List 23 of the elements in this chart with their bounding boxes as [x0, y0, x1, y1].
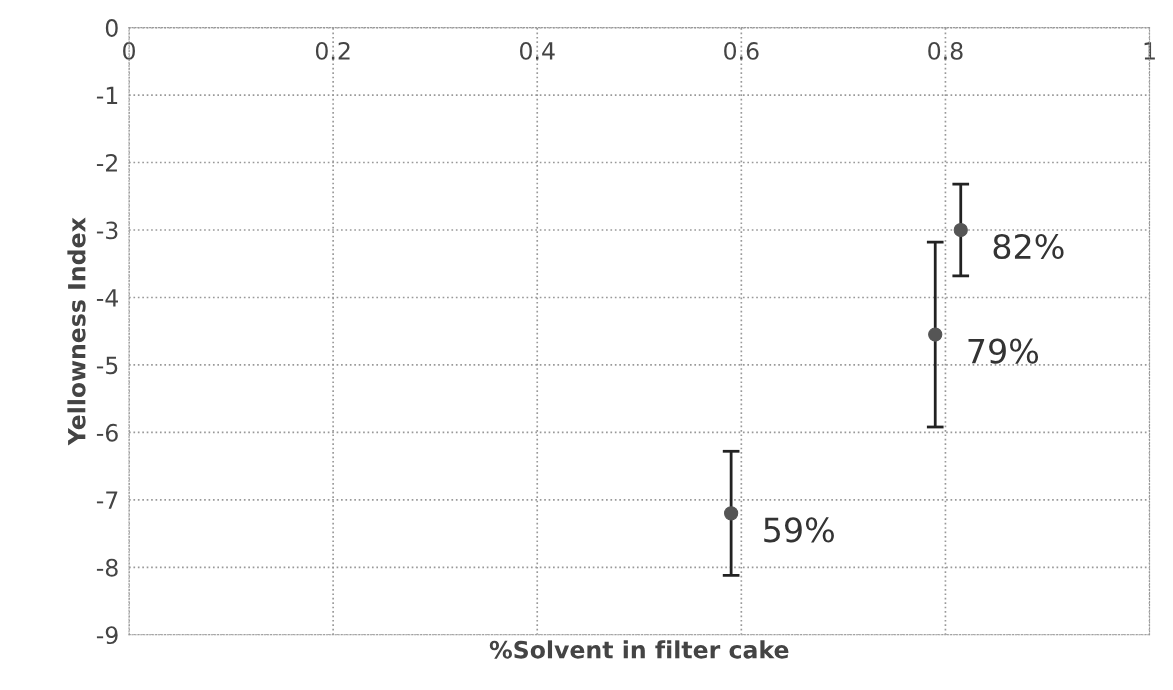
- x-tick-label: 0: [123, 41, 135, 60]
- y-tick-label: -9: [96, 626, 118, 645]
- x-tick-label: 0.8: [928, 41, 963, 60]
- x-tick-label: 0.4: [520, 41, 555, 60]
- y-tick-label: -1: [96, 86, 118, 105]
- y-axis-title: Yellowness Index: [67, 217, 86, 446]
- annotation: 59%: [764, 517, 834, 543]
- y-tick-label: -8: [96, 558, 118, 577]
- y-tick-label: -3: [96, 221, 118, 240]
- point: [928, 327, 943, 342]
- annotation: 79%: [968, 338, 1039, 364]
- y-tick-label: -5: [96, 356, 118, 375]
- point: [724, 506, 739, 521]
- y-tick-label: -6: [96, 423, 118, 442]
- x-tick-label: 0.2: [315, 41, 350, 60]
- x-tick-label: 0.6: [724, 41, 759, 60]
- annotation: 82%: [993, 233, 1064, 260]
- y-tick-label: 0: [105, 19, 118, 37]
- y-tick-label: -2: [96, 153, 117, 172]
- y-tick-label: -4: [96, 289, 118, 307]
- x-axis-title: %Solvent in filter cake: [489, 640, 789, 659]
- y-tick-label: -7: [96, 491, 118, 509]
- point: [953, 222, 968, 238]
